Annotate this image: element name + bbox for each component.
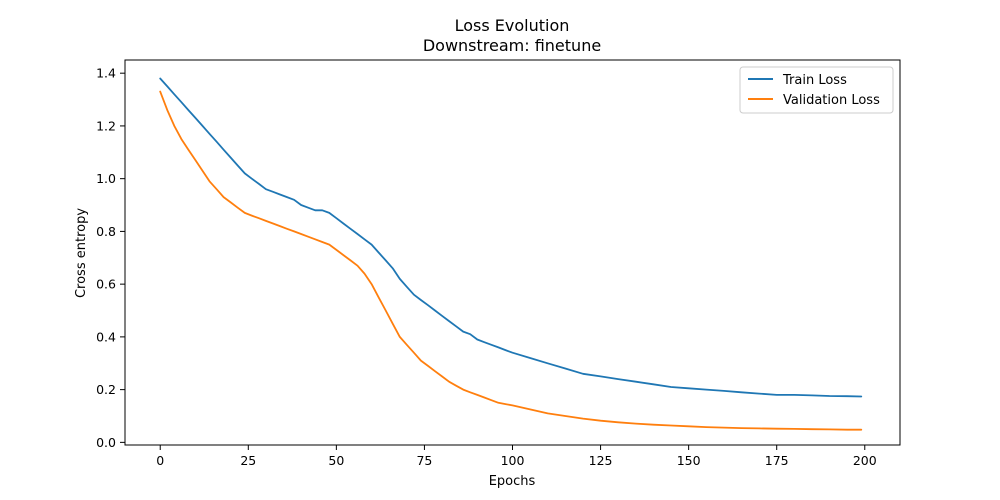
plot-area-frame xyxy=(124,59,901,446)
series-line-train-loss xyxy=(159,77,863,398)
x-axis: 0 25 50 75 100 125 150 175 200 xyxy=(156,445,877,468)
series-line-validation-loss xyxy=(159,90,863,431)
x-tick-label: 200 xyxy=(853,453,877,468)
series-layer xyxy=(159,77,863,431)
x-tick-label: 175 xyxy=(765,453,789,468)
chart-title: Loss Evolution xyxy=(455,16,570,35)
y-tick-label: 0.6 xyxy=(96,277,116,292)
y-tick-label: 1.4 xyxy=(96,66,116,81)
y-tick-label: 0.4 xyxy=(96,329,116,344)
x-tick-label: 125 xyxy=(589,453,613,468)
x-tick-label: 50 xyxy=(328,453,344,468)
y-tick-label: 0.8 xyxy=(96,224,116,239)
x-tick-label: 150 xyxy=(677,453,701,468)
y-tick-label: 0.2 xyxy=(96,382,116,397)
y-tick-label: 0.0 xyxy=(96,435,116,450)
legend-box xyxy=(739,66,894,114)
legend: Train Loss Validation Loss xyxy=(739,66,894,114)
y-tick-label: 1.2 xyxy=(96,118,116,133)
y-axis-label: Cross entropy xyxy=(74,208,89,298)
x-axis-label: Epochs xyxy=(489,474,536,489)
x-tick-label: 0 xyxy=(156,453,164,468)
x-tick-label: 75 xyxy=(416,453,432,468)
x-tick-label: 100 xyxy=(501,453,525,468)
legend-label-validation-loss: Validation Loss xyxy=(783,93,880,108)
x-tick-label: 25 xyxy=(240,453,256,468)
y-tick-label: 1.0 xyxy=(96,171,116,186)
chart-subtitle: Downstream: finetune xyxy=(423,36,601,55)
legend-label-train-loss: Train Loss xyxy=(782,73,847,88)
y-axis: 0.0 0.2 0.4 0.6 0.8 1.0 1.2 1.4 xyxy=(96,66,125,450)
